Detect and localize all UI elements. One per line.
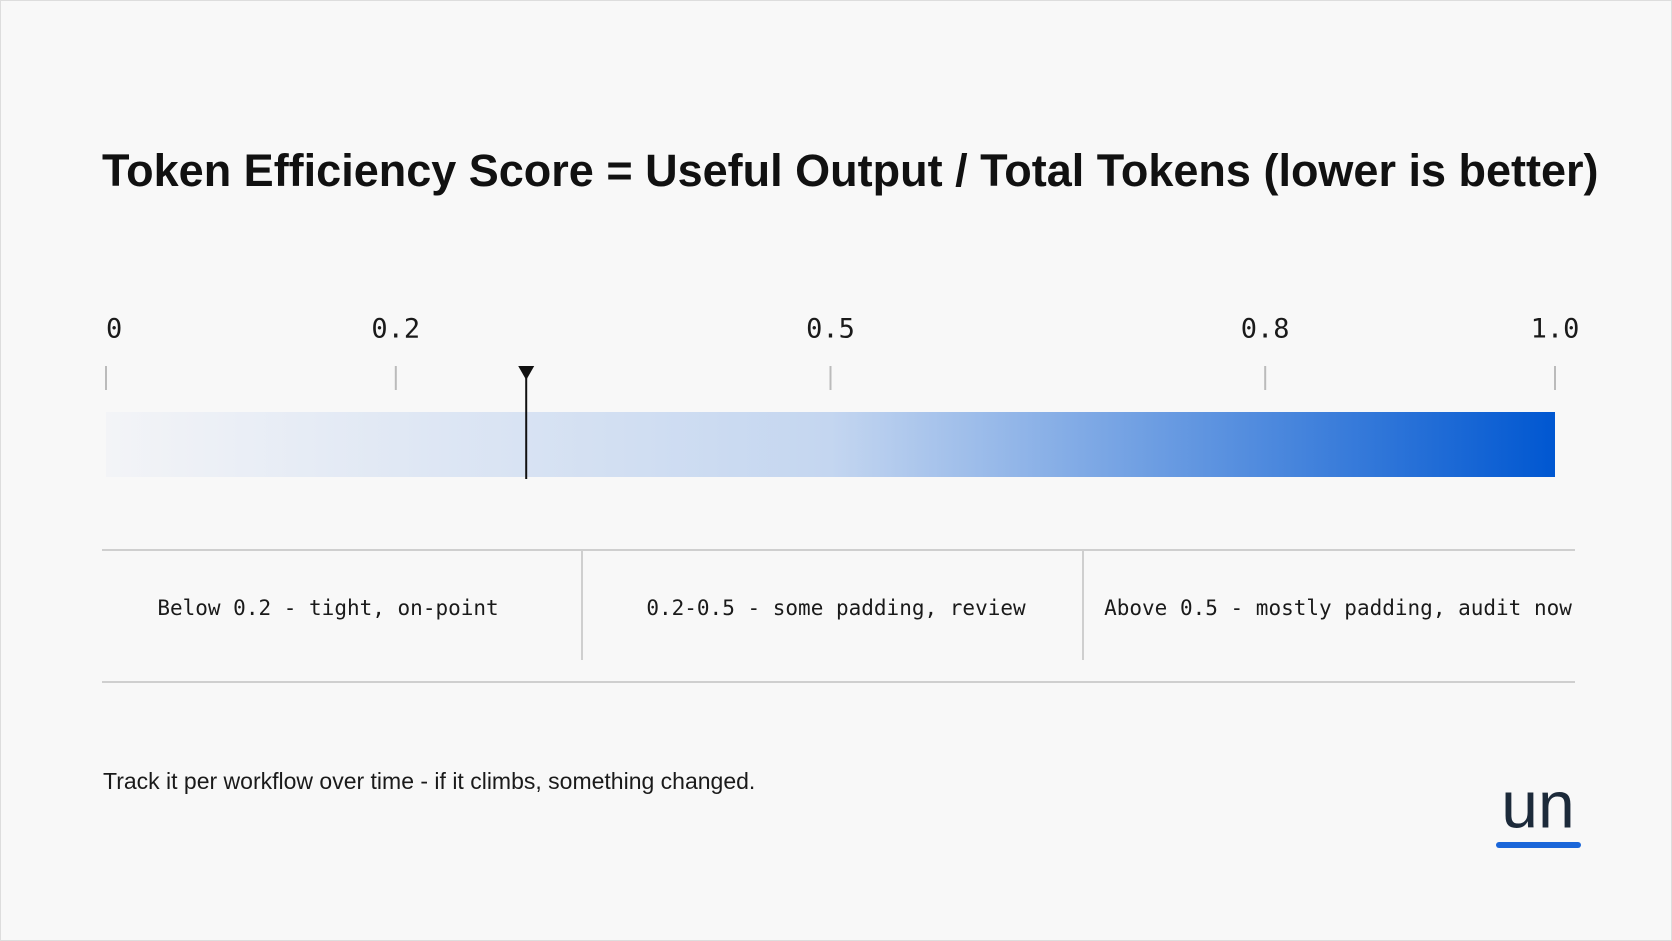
zone-label: 0.2-0.5 - some padding, review <box>646 596 1026 620</box>
zone-label: Below 0.2 - tight, on-point <box>157 596 498 620</box>
footnote: Track it per workflow over time - if it … <box>103 768 755 794</box>
x-tick-label: 0.5 <box>806 314 855 345</box>
x-tick-label: 1.0 <box>1531 314 1580 345</box>
gradient-bar <box>106 412 1555 477</box>
logo: un <box>1501 767 1574 841</box>
zone-label: Above 0.5 - mostly padding, audit now <box>1104 596 1572 620</box>
x-tick-label: 0.2 <box>371 314 420 345</box>
logo-underline <box>1496 842 1581 848</box>
chart-title: Token Efficiency Score = Useful Output /… <box>102 145 1599 196</box>
x-tick-label: 0 <box>106 314 122 345</box>
plot: 0 0.2 0.5 0.8 1.0 <box>105 314 1580 479</box>
marker-head <box>518 366 535 380</box>
x-tick-label: 0.8 <box>1241 314 1290 345</box>
